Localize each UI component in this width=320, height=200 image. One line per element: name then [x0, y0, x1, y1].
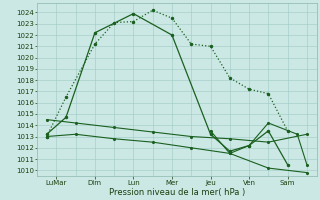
X-axis label: Pression niveau de la mer( hPa ): Pression niveau de la mer( hPa ) [109, 188, 245, 197]
